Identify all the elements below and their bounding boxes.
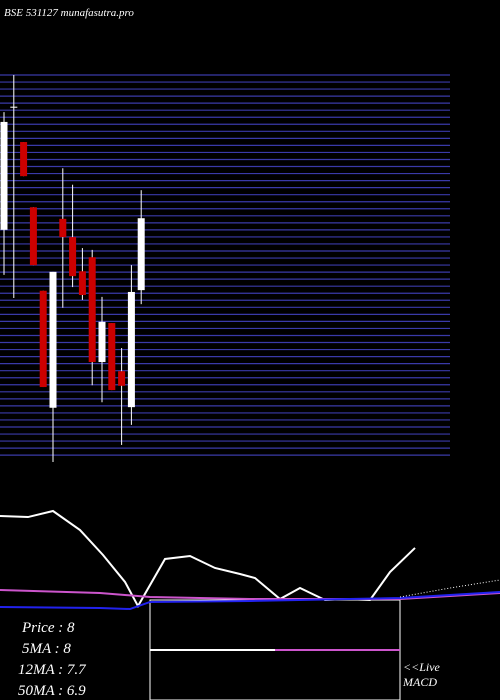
indicator-line [399,579,500,598]
candle-body [0,121,8,230]
candle-body [127,291,135,408]
candle-body [10,106,18,108]
candle-body [49,271,57,408]
info-text: 12MA : 7.7 [18,662,87,678]
candle-body [137,218,145,291]
info-text: Price : 8 [21,620,75,636]
candle-body [88,257,96,363]
candle-body [69,237,77,277]
candle-body [98,321,106,363]
info-text: 50MA : 6.9 [18,683,86,699]
candle-body [20,142,28,177]
candle-body [78,271,86,296]
candle-body [39,290,47,388]
candle-body [108,323,116,391]
indicator-line [0,590,500,611]
candle-body [59,218,67,238]
candle-body [29,207,37,266]
live-text: <<Live [403,660,441,674]
macd-label: MACD [402,675,437,689]
candle-body [118,371,126,386]
chart-title: BSE 531127 munafasutra.pro [4,7,134,19]
info-text: 5MA : 8 [22,641,71,657]
